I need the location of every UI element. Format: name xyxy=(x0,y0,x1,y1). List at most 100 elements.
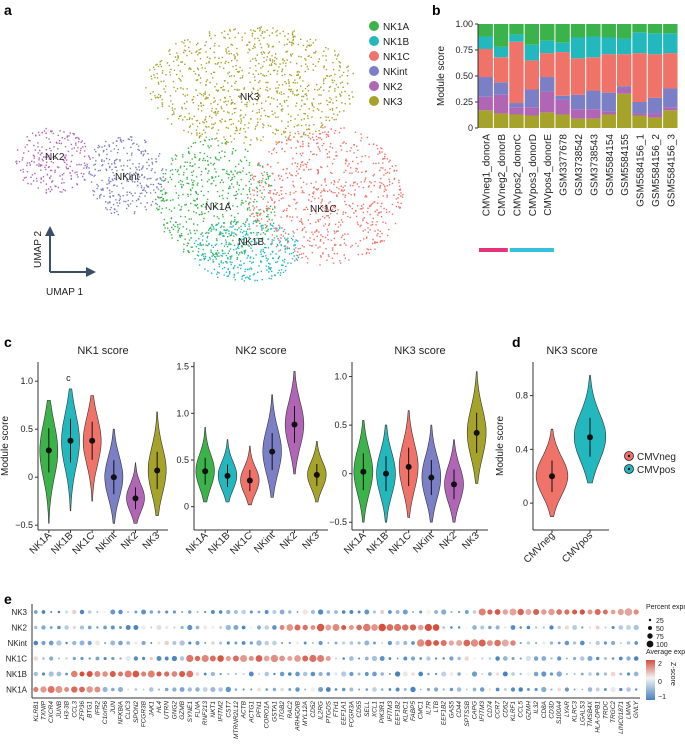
e-gene-label: SELL xyxy=(364,701,371,717)
panelC2-title: NK2 score xyxy=(235,345,286,357)
e-dot xyxy=(564,687,570,692)
e-dot xyxy=(240,654,248,663)
e-gene-label: KLRF1 xyxy=(510,701,517,722)
e-dot xyxy=(310,610,315,614)
b-bar-nk1a xyxy=(632,24,647,33)
e-dot xyxy=(264,610,269,614)
b-category-label: CMVneg1_donorA xyxy=(482,134,493,217)
panelC3-xtick-label: NKint xyxy=(411,530,436,555)
panelC3-violin-nk1b-median xyxy=(383,470,389,477)
e-gene-label: EEF1B2 xyxy=(395,701,402,726)
e-dot xyxy=(388,657,392,660)
panelC1-violin-nk1a-median xyxy=(45,447,52,454)
e-dot xyxy=(434,687,439,692)
e-gene-label: TRGC2 xyxy=(610,701,617,723)
e-gene-label: IL7R xyxy=(425,701,432,715)
e-dot xyxy=(103,641,107,645)
panelC1-ytick-label: 0 xyxy=(28,472,33,482)
e-dot xyxy=(126,641,131,645)
e-gene-label: CD55 xyxy=(356,701,363,718)
e-dot xyxy=(325,687,331,692)
b-ytick-label: 0 xyxy=(468,123,473,133)
e-dot xyxy=(40,686,47,693)
e-dot xyxy=(596,672,600,676)
umap-axes: UMAP 2 UMAP 1 xyxy=(33,226,96,298)
e-dot xyxy=(41,672,46,676)
panelC2-ytick-label: 0.5 xyxy=(176,455,189,465)
e-gene-label: ACTB xyxy=(241,700,248,719)
legend-dot-nk3 xyxy=(369,96,379,106)
e-dot xyxy=(57,625,61,630)
e-gene-label: TRDC xyxy=(602,701,609,719)
e-size-dot xyxy=(648,618,652,622)
b-bar-nkint xyxy=(632,102,647,114)
panelC2-xtick-label: NK1B xyxy=(206,530,232,556)
e-dot xyxy=(579,640,585,646)
b-ytick-label: 0.25 xyxy=(455,97,473,107)
e-dot xyxy=(318,640,323,646)
panelC1-xtick-label: NK3 xyxy=(141,530,163,552)
e-dot xyxy=(79,671,85,677)
e-dot xyxy=(580,672,584,676)
e-color-title: Average expression xyxy=(646,649,685,656)
e-dot xyxy=(488,688,492,691)
e-dot xyxy=(272,625,277,630)
e-dot xyxy=(549,641,554,645)
e-dot xyxy=(172,687,177,692)
panelC3-violin-nk1c-median xyxy=(405,463,412,470)
e-dot xyxy=(204,610,207,614)
b-bar-nk2 xyxy=(509,107,524,115)
b-bar-nk1c xyxy=(555,52,570,96)
e-dot xyxy=(549,625,554,630)
e-dot xyxy=(95,656,100,661)
e-dot xyxy=(587,609,593,615)
e-dot xyxy=(195,640,200,646)
b-bar-nkint xyxy=(647,97,663,114)
e-dot xyxy=(357,610,361,614)
e-dot xyxy=(310,671,316,677)
b-bar-nk1a xyxy=(524,24,540,45)
e-gene-label: CORO1A xyxy=(264,701,271,728)
e-dot xyxy=(225,655,231,662)
e-dot xyxy=(525,609,532,615)
e-dot xyxy=(318,671,323,677)
b-bar-nk3 xyxy=(632,115,647,128)
e-dot xyxy=(133,656,139,661)
panelC3-ytick-label: 0 xyxy=(342,469,347,479)
b-bar-nk2 xyxy=(616,88,632,94)
e-dot xyxy=(218,687,223,692)
e-dot xyxy=(132,670,140,678)
e-dot xyxy=(411,641,415,645)
e-gene-label: RAC2 xyxy=(287,701,294,719)
e-dot xyxy=(86,670,93,678)
e-dot xyxy=(371,655,378,662)
e-dot xyxy=(402,671,408,677)
b-bar-nk2 xyxy=(493,94,509,114)
b-bar-nk3 xyxy=(493,113,509,128)
panelC1-ytick-label: 1.0 xyxy=(20,376,33,386)
e-dot xyxy=(56,640,62,646)
e-dot xyxy=(411,672,415,676)
e-dot xyxy=(550,657,553,660)
e-dot xyxy=(634,641,639,645)
e-dot xyxy=(542,641,546,645)
e-dot xyxy=(488,657,492,660)
e-dot xyxy=(349,641,354,645)
e-dot xyxy=(202,687,208,692)
e-dot xyxy=(316,623,325,632)
e-gene-label: IFITM3 xyxy=(387,701,394,722)
e-dot xyxy=(548,608,555,616)
b-bar-nk2 xyxy=(524,107,540,116)
e-dot xyxy=(471,671,478,677)
e-dot xyxy=(55,685,63,694)
e-gene-label: JUNB xyxy=(56,700,63,719)
e-dot xyxy=(111,656,115,661)
e-gene-label: FCGR3A xyxy=(348,701,355,727)
e-dot xyxy=(427,672,430,676)
panelC2-ytick-label: 1.5 xyxy=(176,362,189,372)
panelC2-xtick-label: NK3 xyxy=(300,530,322,552)
b-category-label: GSM5584156_2 xyxy=(651,134,662,207)
e-dot xyxy=(564,609,570,615)
e-dot xyxy=(157,641,161,645)
e-gene-label: CCL5 xyxy=(518,701,525,718)
